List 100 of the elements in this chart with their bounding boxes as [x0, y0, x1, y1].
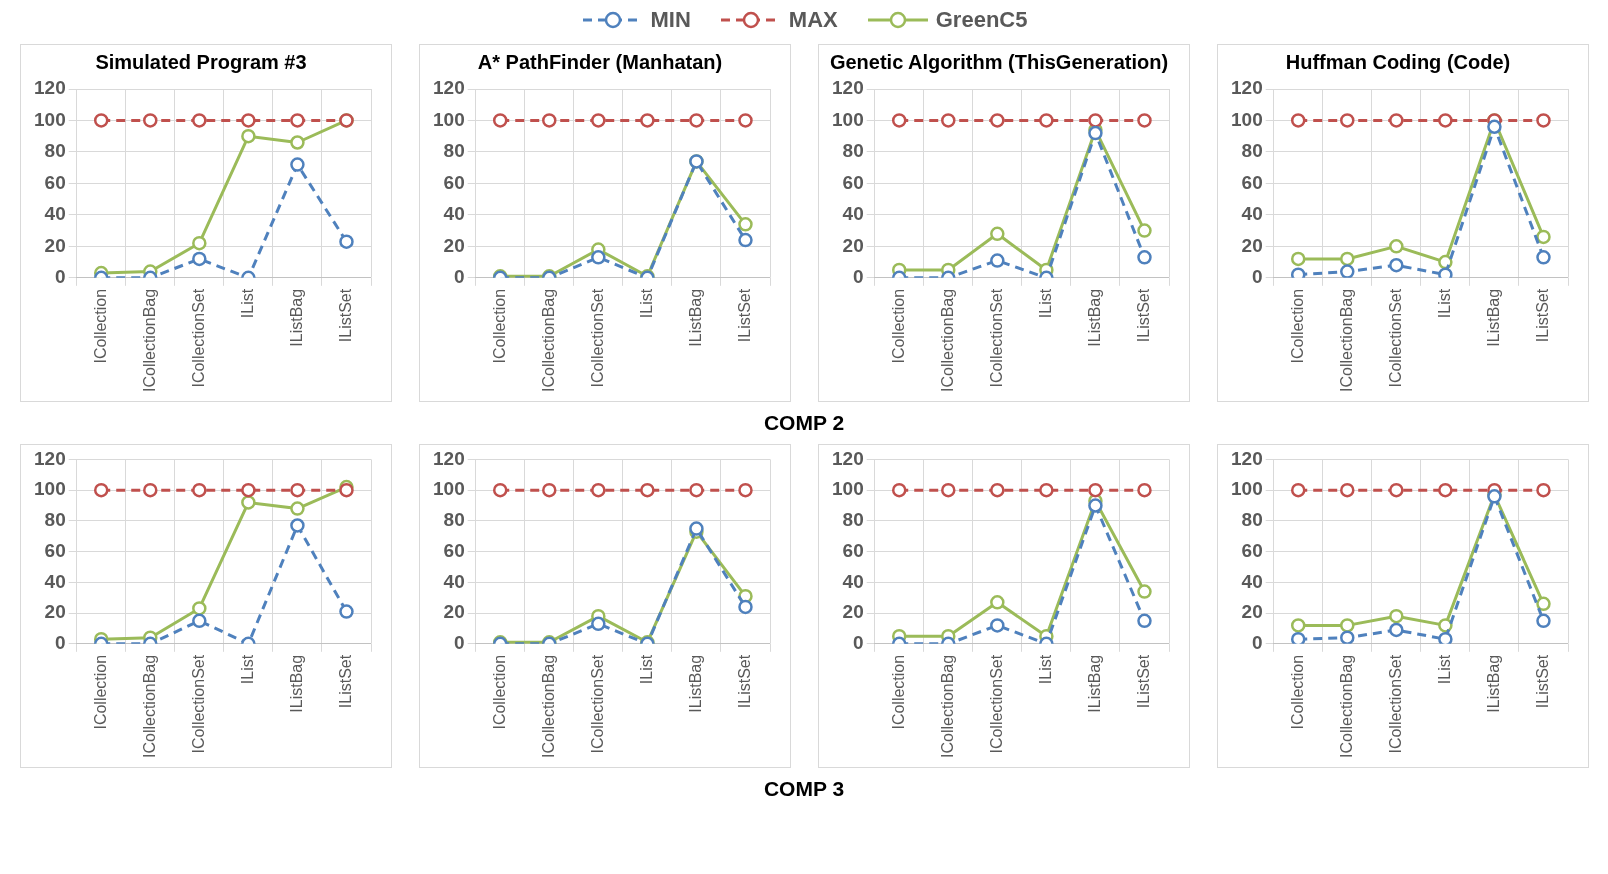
y-tick-label: 80	[1241, 509, 1263, 531]
y-tick-label: 80	[842, 509, 864, 531]
y-tick-label: 40	[443, 570, 465, 592]
y-tick-label: 80	[443, 140, 465, 162]
x-tick-label: ICollectionSet	[987, 288, 1005, 388]
y-tick-label: 20	[842, 601, 864, 623]
x-tick-label: ICollectionSet	[588, 654, 606, 754]
x-tick-label: ICollectionBag	[140, 654, 158, 758]
x-tick-label: ICollection	[490, 288, 508, 364]
x-tick-label: ICollection	[1288, 288, 1306, 364]
x-tick-label: ICollection	[889, 654, 907, 730]
y-tick-label: 20	[443, 601, 465, 623]
x-tick-label: ICollection	[889, 288, 907, 364]
y-tick-label: 0	[852, 632, 864, 654]
y-tick-label: 0	[1251, 632, 1263, 654]
y-tick-label: 40	[44, 570, 66, 592]
y-tick-label: 60	[443, 171, 465, 193]
legend-label: MIN	[650, 7, 691, 33]
x-tick-label: IListBag	[686, 654, 704, 713]
y-tick-label: 20	[1241, 601, 1263, 623]
y-tick-label: 120	[33, 447, 66, 469]
x-tick-label: IListBag	[1484, 288, 1502, 347]
x-tick-label: ICollectionBag	[140, 288, 158, 392]
y-tick-label: 0	[54, 266, 66, 288]
x-tick-label: ICollection	[490, 654, 508, 730]
x-tick-label: IListBag	[287, 654, 305, 713]
legend-label: MAX	[788, 7, 838, 33]
x-tick-label: IListBag	[1484, 654, 1502, 713]
x-tick-label: ICollectionSet	[987, 654, 1005, 754]
y-tick-label: 20	[443, 234, 465, 256]
y-tick-label: 40	[842, 203, 864, 225]
y-tick-label: 60	[443, 539, 465, 561]
chart-title: A* PathFinder (Manhatan)	[477, 50, 722, 73]
x-tick-label: IList	[637, 654, 655, 685]
y-tick-label: 40	[842, 570, 864, 592]
text: COMP 3	[762, 776, 846, 802]
x-tick-label: IListBag	[1085, 288, 1103, 347]
y-tick-label: 120	[831, 77, 864, 99]
x-tick-label: ICollectionBag	[938, 288, 956, 392]
x-tick-label: IListSet	[1134, 654, 1152, 709]
x-tick-label: IListBag	[1085, 654, 1103, 713]
y-tick-label: 80	[44, 140, 66, 162]
x-tick-label: IList	[1435, 288, 1453, 319]
y-tick-label: 20	[44, 601, 66, 623]
y-tick-label: 60	[1241, 539, 1263, 561]
y-tick-label: 100	[432, 478, 465, 500]
legend-label: GreenC5	[935, 7, 1028, 33]
chart-title: Simulated Program #3	[94, 50, 307, 73]
y-tick-label: 80	[44, 509, 66, 531]
x-tick-label: ICollectionBag	[938, 654, 956, 758]
y-tick-label: 120	[432, 447, 465, 469]
y-tick-label: 20	[842, 234, 864, 256]
x-tick-label: ICollection	[91, 288, 109, 364]
chart-title: Genetic Algorithm (ThisGeneration)	[829, 50, 1168, 73]
x-tick-label: IListSet	[1533, 654, 1551, 709]
y-tick-label: 80	[1241, 140, 1263, 162]
y-tick-label: 20	[44, 234, 66, 256]
chart-title: Huffman Coding (Code)	[1285, 50, 1510, 73]
x-tick-label: IListSet	[336, 654, 354, 709]
y-tick-label: 0	[453, 632, 465, 654]
y-tick-label: 120	[432, 77, 465, 99]
x-tick-label: ICollectionBag	[539, 288, 557, 392]
x-tick-label: ICollectionBag	[1337, 288, 1355, 392]
x-tick-label: IList	[637, 288, 655, 319]
x-tick-label: IListSet	[1134, 288, 1152, 343]
x-tick-label: ICollectionSet	[1386, 288, 1404, 388]
x-tick-label: ICollectionSet	[189, 288, 207, 388]
y-tick-label: 60	[44, 171, 66, 193]
x-tick-label: ICollectionSet	[1386, 654, 1404, 754]
y-tick-label: 60	[842, 171, 864, 193]
x-tick-label: ICollection	[1288, 654, 1306, 730]
x-tick-label: ICollectionSet	[588, 288, 606, 388]
y-tick-label: 40	[443, 203, 465, 225]
x-tick-label: IList	[1036, 288, 1054, 319]
y-tick-label: 40	[1241, 570, 1263, 592]
x-tick-label: IList	[238, 288, 256, 319]
y-tick-label: 0	[54, 632, 66, 654]
y-tick-label: 0	[1251, 266, 1263, 288]
y-tick-label: 60	[44, 539, 66, 561]
y-tick-label: 0	[453, 266, 465, 288]
y-tick-label: 80	[842, 140, 864, 162]
y-tick-label: 120	[33, 77, 66, 99]
y-tick-label: 100	[831, 108, 864, 130]
x-tick-label: IListBag	[287, 288, 305, 347]
y-tick-label: 80	[443, 509, 465, 531]
x-tick-label: IListSet	[1533, 288, 1551, 343]
x-tick-label: IListSet	[735, 288, 753, 343]
x-tick-label: IList	[238, 654, 256, 685]
x-tick-label: ICollectionBag	[1337, 654, 1355, 758]
y-tick-label: 100	[432, 108, 465, 130]
y-tick-label: 0	[852, 266, 864, 288]
y-tick-label: 60	[842, 539, 864, 561]
y-tick-label: 60	[1241, 171, 1263, 193]
x-tick-label: IList	[1435, 654, 1453, 685]
y-tick-label: 120	[831, 447, 864, 469]
x-tick-label: IListBag	[686, 288, 704, 347]
y-tick-label: 100	[1230, 108, 1263, 130]
y-tick-label: 100	[1230, 478, 1263, 500]
x-tick-label: IListSet	[735, 654, 753, 709]
text: COMP 2	[762, 410, 846, 436]
